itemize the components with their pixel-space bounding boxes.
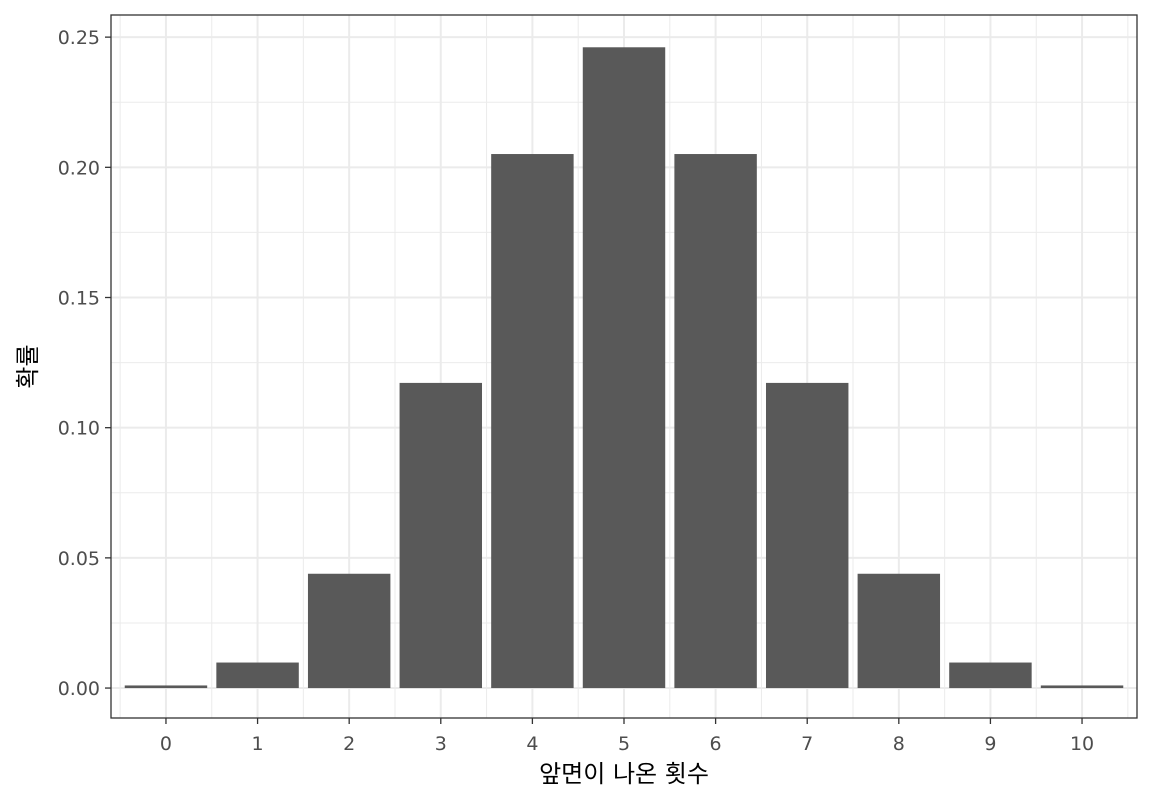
x-tick-label: 7 (801, 733, 813, 755)
x-tick-label: 10 (1070, 733, 1094, 755)
bar-5 (582, 47, 666, 689)
x-axis-title: 앞면이 나온 횟수 (539, 760, 709, 788)
x-tick-label: 4 (526, 733, 538, 755)
bars (124, 47, 1124, 689)
bar-0 (124, 685, 208, 689)
y-tick-label: 0.20 (58, 157, 100, 179)
bar-10 (1040, 685, 1124, 689)
x-tick-label: 5 (618, 733, 630, 755)
bar-4 (491, 154, 574, 689)
bar-6 (674, 154, 757, 689)
bar-1 (216, 662, 299, 689)
axis-ticks: 0.00 0.05 0.10 0.15 0.20 0.25 0 1 2 3 4 5 6 7 8 9 10 (58, 27, 1094, 755)
x-tick-label: 0 (160, 733, 172, 755)
bar-3 (399, 382, 483, 689)
x-tick-label: 8 (893, 733, 905, 755)
x-tick-label: 9 (984, 733, 996, 755)
x-tick-label: 2 (343, 733, 355, 755)
x-tick-label: 6 (710, 733, 722, 755)
x-tick-label: 3 (435, 733, 447, 755)
y-axis-title: 확률 (14, 344, 42, 388)
y-tick-label: 0.00 (58, 678, 100, 700)
y-tick-label: 0.10 (58, 418, 100, 440)
bar-9 (949, 662, 1032, 689)
bar-2 (307, 573, 391, 689)
y-tick-label: 0.25 (58, 27, 100, 49)
x-tick-label: 1 (252, 733, 264, 755)
y-tick-label: 0.05 (58, 548, 100, 570)
bar-7 (765, 382, 849, 689)
bar-8 (857, 573, 941, 689)
y-tick-label: 0.15 (58, 288, 100, 310)
